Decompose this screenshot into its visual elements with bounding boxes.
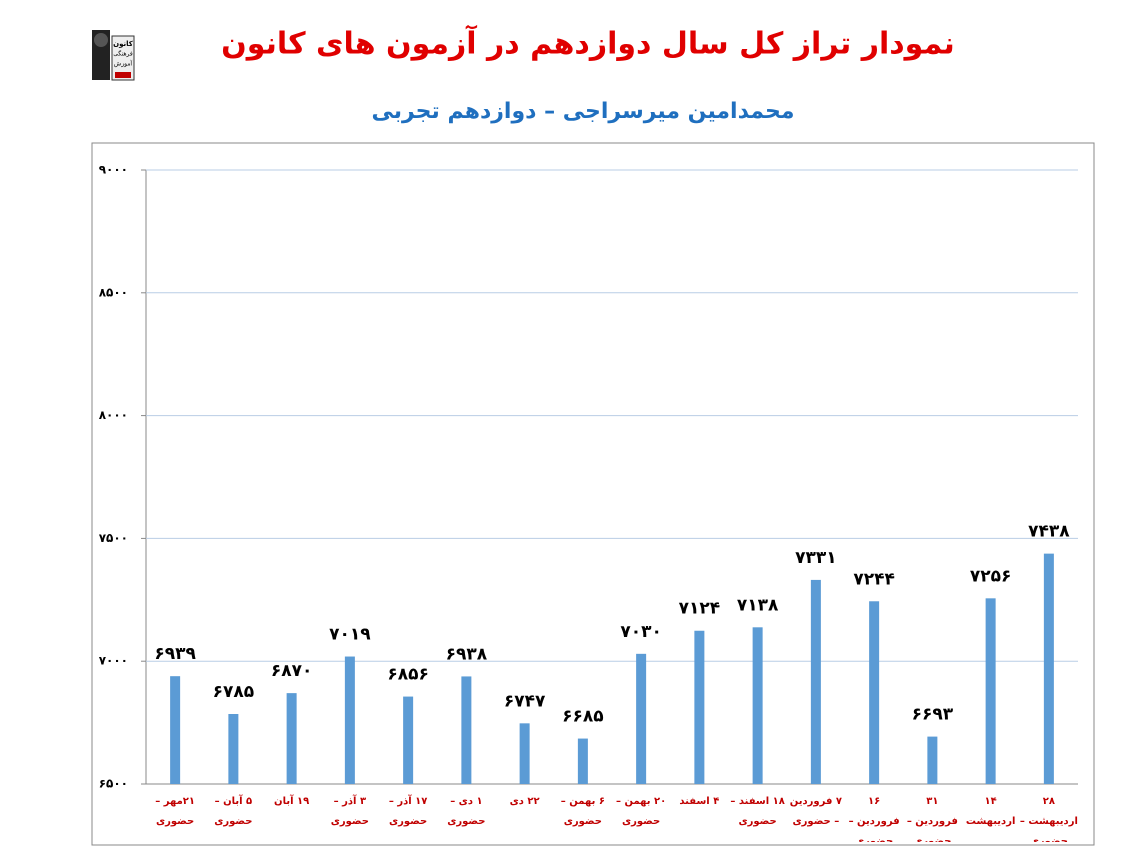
logo: کانون فرهنگی آموزش [92,30,135,81]
x-tick-label: ۱۸ اسفند – حضوری [730,796,785,827]
y-tick-label: ۹۰۰۰ [99,163,128,177]
x-tick-label-box: ۳۱ فروردین – حضوری [906,796,958,842]
bar [344,656,355,784]
value-label: ۶۸۷۰ [271,661,313,681]
plot-border [91,142,1095,846]
bar [403,696,414,784]
x-tick-label-box: ۳ آذر – حضوری [330,796,369,827]
value-label: ۶۶۹۳ [912,705,954,725]
x-tick-label: ۴ اسفند [679,796,720,807]
y-tick-label: ۶۵۰۰ [99,777,128,791]
bar [636,653,647,784]
value-label: ۶۷۸۵ [213,682,255,702]
x-tick-label: ۱۹ آبان [274,796,310,807]
bar [228,714,239,784]
x-tick-label-box: ۲۲ دی [509,796,540,807]
x-tick-label-box: ۱۷ آذر – حضوری [388,796,428,827]
logo-text: کانون [113,40,134,48]
x-tick-label-box: ۱ دی – حضوری [447,796,486,827]
x-tick-label: ۱ دی – حضوری [447,796,486,827]
bar [461,676,472,784]
value-label: ۷۴۳۸ [1028,522,1070,542]
bar [810,579,821,784]
logo-text: فرهنگی [113,50,133,58]
x-tick-label: ۷ فروردین – حضوری [789,796,842,827]
value-label: ۶۸۵۶ [387,665,429,685]
x-tick-label-box: ۶ بهمن – حضوری [560,796,605,827]
bar [694,630,705,784]
value-label: ۷۲۵۶ [970,566,1012,586]
x-tick-label: ۳۱ فروردین – حضوری [906,796,958,842]
y-tick-label: ۷۰۰۰ [99,654,128,668]
value-label: ۶۹۳۹ [154,644,196,664]
value-label: ۶۹۳۸ [446,644,488,664]
bar [170,676,181,784]
y-tick-label: ۸۵۰۰ [99,285,128,299]
bar [869,601,880,784]
x-tick-label-box: ۷ فروردین – حضوری [789,796,842,827]
value-label: ۶۷۴۷ [504,691,546,711]
bar [1043,553,1054,784]
x-tick-label: ۱۴ اردیبهشت [965,796,1016,827]
x-tick-label: ۲۲ دی [509,796,540,807]
bar [577,738,588,784]
value-label: ۶۶۸۵ [562,707,604,727]
value-label: ۷۰۱۹ [329,625,371,645]
y-tick-label: ۷۵۰۰ [99,531,128,545]
x-tick-label: ۶ بهمن – حضوری [560,796,605,827]
x-tick-label-box: ۱۹ آبان [274,796,310,807]
logo-text: آموزش [114,59,133,68]
x-tick-label: ۵ آبان – حضوری [214,796,253,827]
x-tick-label: ۱۶ فروردین – حضوری [848,796,900,842]
x-tick-label-box: ۱۶ فروردین – حضوری [848,796,900,842]
chart-title: نمودار تراز کل سال دوازدهم در آزمون های … [221,25,955,62]
x-tick-label-box: ۴ اسفند [679,796,720,807]
x-tick-label-box: ۲۸ اردیبهشت – حضوری [1019,796,1078,842]
x-tick-label-box: ۲۰ بهمن – حضوری [616,796,667,827]
x-tick-label-box: ۲۱مهر – حضوری [155,796,195,827]
y-tick-label: ۸۰۰۰ [99,408,128,422]
bar [985,598,996,784]
x-tick-label-box: ۱۸ اسفند – حضوری [730,796,785,827]
value-label: ۷۱۲۴ [679,599,721,619]
x-tick-label: ۳ آذر – حضوری [330,796,369,827]
bar [286,693,297,784]
x-tick-label: ۲۸ اردیبهشت – حضوری [1019,796,1078,842]
value-label: ۷۲۴۴ [853,569,895,589]
x-tick-label-box: ۱۴ اردیبهشت [965,796,1016,827]
value-label: ۷۰۳۰ [620,622,662,642]
bar [927,736,938,784]
chart-subtitle: محمدامین میرسراجی – دوازدهم تجربی [371,99,794,124]
x-tick-label-box: ۵ آبان – حضوری [214,796,253,827]
x-tick-label: ۲۱مهر – حضوری [155,796,195,827]
bar [752,627,763,784]
bar [519,723,530,784]
x-tick-label: ۲۰ بهمن – حضوری [616,796,667,827]
value-label: ۷۳۳۱ [795,548,837,568]
x-tick-label: ۱۷ آذر – حضوری [388,796,428,827]
value-label: ۷۱۳۸ [737,595,779,615]
